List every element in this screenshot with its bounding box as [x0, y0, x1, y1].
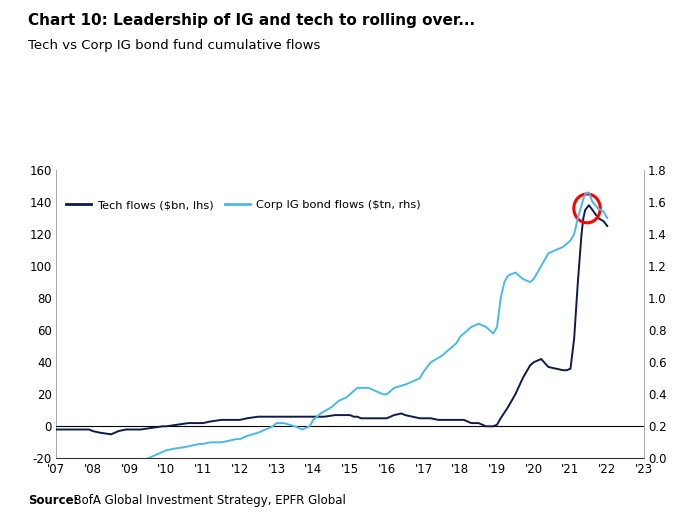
Legend: Tech flows ($bn, lhs), Corp IG bond flows ($tn, rhs): Tech flows ($bn, lhs), Corp IG bond flow…	[62, 196, 425, 215]
Text: Tech vs Corp IG bond fund cumulative flows: Tech vs Corp IG bond fund cumulative flo…	[28, 39, 321, 52]
Text: Chart 10: Leadership of IG and tech to rolling over...: Chart 10: Leadership of IG and tech to r…	[28, 13, 475, 28]
Text: BofA Global Investment Strategy, EPFR Global: BofA Global Investment Strategy, EPFR Gl…	[66, 494, 346, 507]
Text: Source:: Source:	[28, 494, 78, 507]
